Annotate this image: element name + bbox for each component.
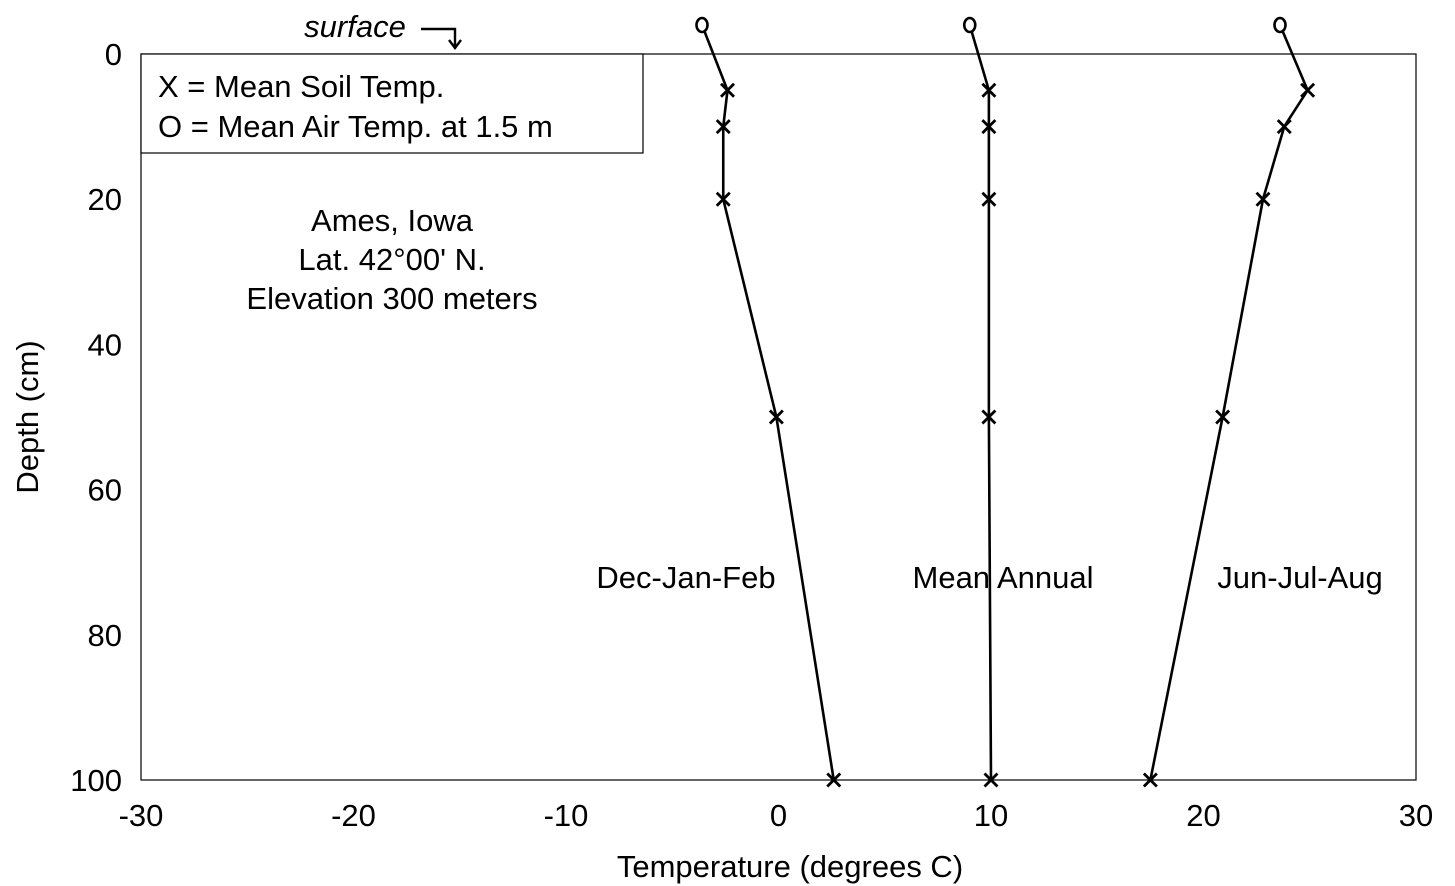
series-line <box>968 24 993 781</box>
series-dec-jan-feb: Dec-Jan-Feb <box>596 16 842 788</box>
series-layer: Dec-Jan-Feb Mean Annual Jun-Jul-Aug <box>596 16 1383 788</box>
surface-arrow-icon <box>421 27 462 50</box>
soil-temp-marker <box>1276 119 1292 135</box>
legend: X = Mean Soil Temp. O = Mean Air Temp. a… <box>140 53 644 154</box>
series-mean-annual: Mean Annual <box>913 16 1094 788</box>
y-axis-ticks: 0 20 40 60 80 100 <box>70 37 122 798</box>
soil-temp-marker <box>715 191 731 207</box>
soil-temp-marker <box>981 191 997 207</box>
soil-temp-marker <box>981 409 997 425</box>
y-tick-label: 0 <box>105 37 122 72</box>
x-axis-ticks: -30 -20 -10 0 10 20 30 <box>119 798 1434 833</box>
series-jun-jul-aug: Jun-Jul-Aug <box>1142 16 1383 788</box>
soil-temp-marker <box>826 772 842 788</box>
y-axis-title: Depth (cm) <box>10 340 45 493</box>
location-city: Ames, Iowa <box>311 203 474 238</box>
soil-temp-marker <box>1255 191 1271 207</box>
soil-temp-marker <box>1300 82 1316 98</box>
x-tick-label: -20 <box>331 798 376 833</box>
location-annotation: Ames, Iowa Lat. 42°00' N. Elevation 300 … <box>246 203 537 316</box>
soil-temp-marker <box>983 772 999 788</box>
location-elevation: Elevation 300 meters <box>246 281 537 316</box>
air-temp-marker <box>1273 16 1287 34</box>
x-tick-label: 30 <box>1399 798 1433 833</box>
legend-entry-soil: X = Mean Soil Temp. <box>158 69 444 104</box>
soil-temp-marker <box>1142 772 1158 788</box>
y-tick-label: 40 <box>88 327 122 362</box>
plot-area <box>140 53 1417 781</box>
x-axis-title: Temperature (degrees C) <box>617 849 963 884</box>
series-line <box>700 24 836 781</box>
series-label: Jun-Jul-Aug <box>1217 560 1382 595</box>
location-latitude: Lat. 42°00' N. <box>298 242 485 277</box>
surface-annotation: surface <box>304 9 462 50</box>
series-label: Mean Annual <box>913 560 1094 595</box>
legend-box <box>140 53 644 154</box>
y-tick-label: 60 <box>88 473 122 508</box>
x-tick-label: 10 <box>974 798 1008 833</box>
soil-temp-marker <box>720 82 735 98</box>
soil-temp-marker <box>715 119 731 135</box>
legend-entry-air: O = Mean Air Temp. at 1.5 m <box>158 109 553 144</box>
surface-label: surface <box>304 9 406 44</box>
y-tick-label: 80 <box>88 618 122 653</box>
y-tick-label: 20 <box>88 182 122 217</box>
x-tick-label: -30 <box>119 798 164 833</box>
soil-temp-marker <box>1215 409 1231 425</box>
soil-temp-marker <box>981 82 997 98</box>
y-tick-label: 100 <box>70 763 122 798</box>
x-tick-label: 0 <box>770 798 787 833</box>
soil-temp-marker <box>768 409 784 425</box>
x-tick-label: 20 <box>1186 798 1220 833</box>
soil-temp-marker <box>981 119 997 135</box>
air-temp-marker <box>962 16 977 34</box>
series-line <box>1149 24 1310 781</box>
series-label: Dec-Jan-Feb <box>596 560 775 595</box>
x-tick-label: -10 <box>544 798 589 833</box>
air-temp-marker <box>695 16 709 34</box>
